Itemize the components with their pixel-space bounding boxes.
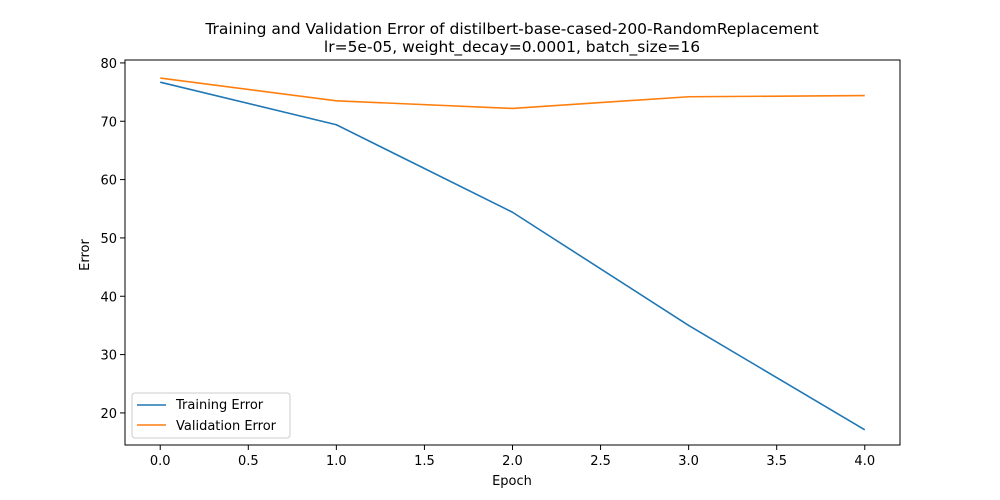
y-axis-ticks: 20 30 40 50 60 70 80 — [100, 57, 125, 422]
x-axis-label: Epoch — [492, 474, 532, 489]
x-tick-label: 3.5 — [766, 454, 787, 469]
x-tick-label: 0.0 — [150, 454, 171, 469]
x-tick-label: 2.0 — [502, 454, 523, 469]
x-tick-label: 1.5 — [414, 454, 435, 469]
plot-area — [124, 59, 901, 446]
legend-label-validation: Validation Error — [176, 419, 277, 434]
y-tick-label: 40 — [100, 290, 117, 305]
x-tick-label: 3.0 — [678, 454, 699, 469]
legend-box — [131, 392, 291, 439]
y-tick-label: 60 — [100, 174, 117, 189]
y-tick-label: 70 — [100, 115, 117, 130]
x-tick-label: 2.5 — [590, 454, 611, 469]
series-group — [160, 77, 866, 431]
y-tick-label: 50 — [100, 232, 117, 247]
x-tick-label: 4.0 — [854, 454, 875, 469]
x-tick-label: 1.0 — [326, 454, 347, 469]
y-axis-label: Error — [78, 239, 93, 271]
y-tick-label: 80 — [100, 57, 117, 72]
y-tick-label: 20 — [100, 407, 117, 422]
training-error-line — [160, 81, 866, 431]
chart-subtitle: lr=5e-05, weight_decay=0.0001, batch_siz… — [324, 38, 700, 57]
chart-title: Training and Validation Error of distilb… — [204, 20, 818, 38]
x-tick-label: 0.5 — [238, 454, 259, 469]
legend: Training Error Validation Error — [131, 392, 291, 439]
x-axis-ticks: 0.0 0.5 1.0 1.5 2.0 2.5 3.0 3.5 4.0 — [150, 445, 875, 469]
legend-label-training: Training Error — [175, 398, 264, 413]
y-tick-label: 30 — [100, 349, 117, 364]
validation-error-line — [160, 77, 865, 110]
